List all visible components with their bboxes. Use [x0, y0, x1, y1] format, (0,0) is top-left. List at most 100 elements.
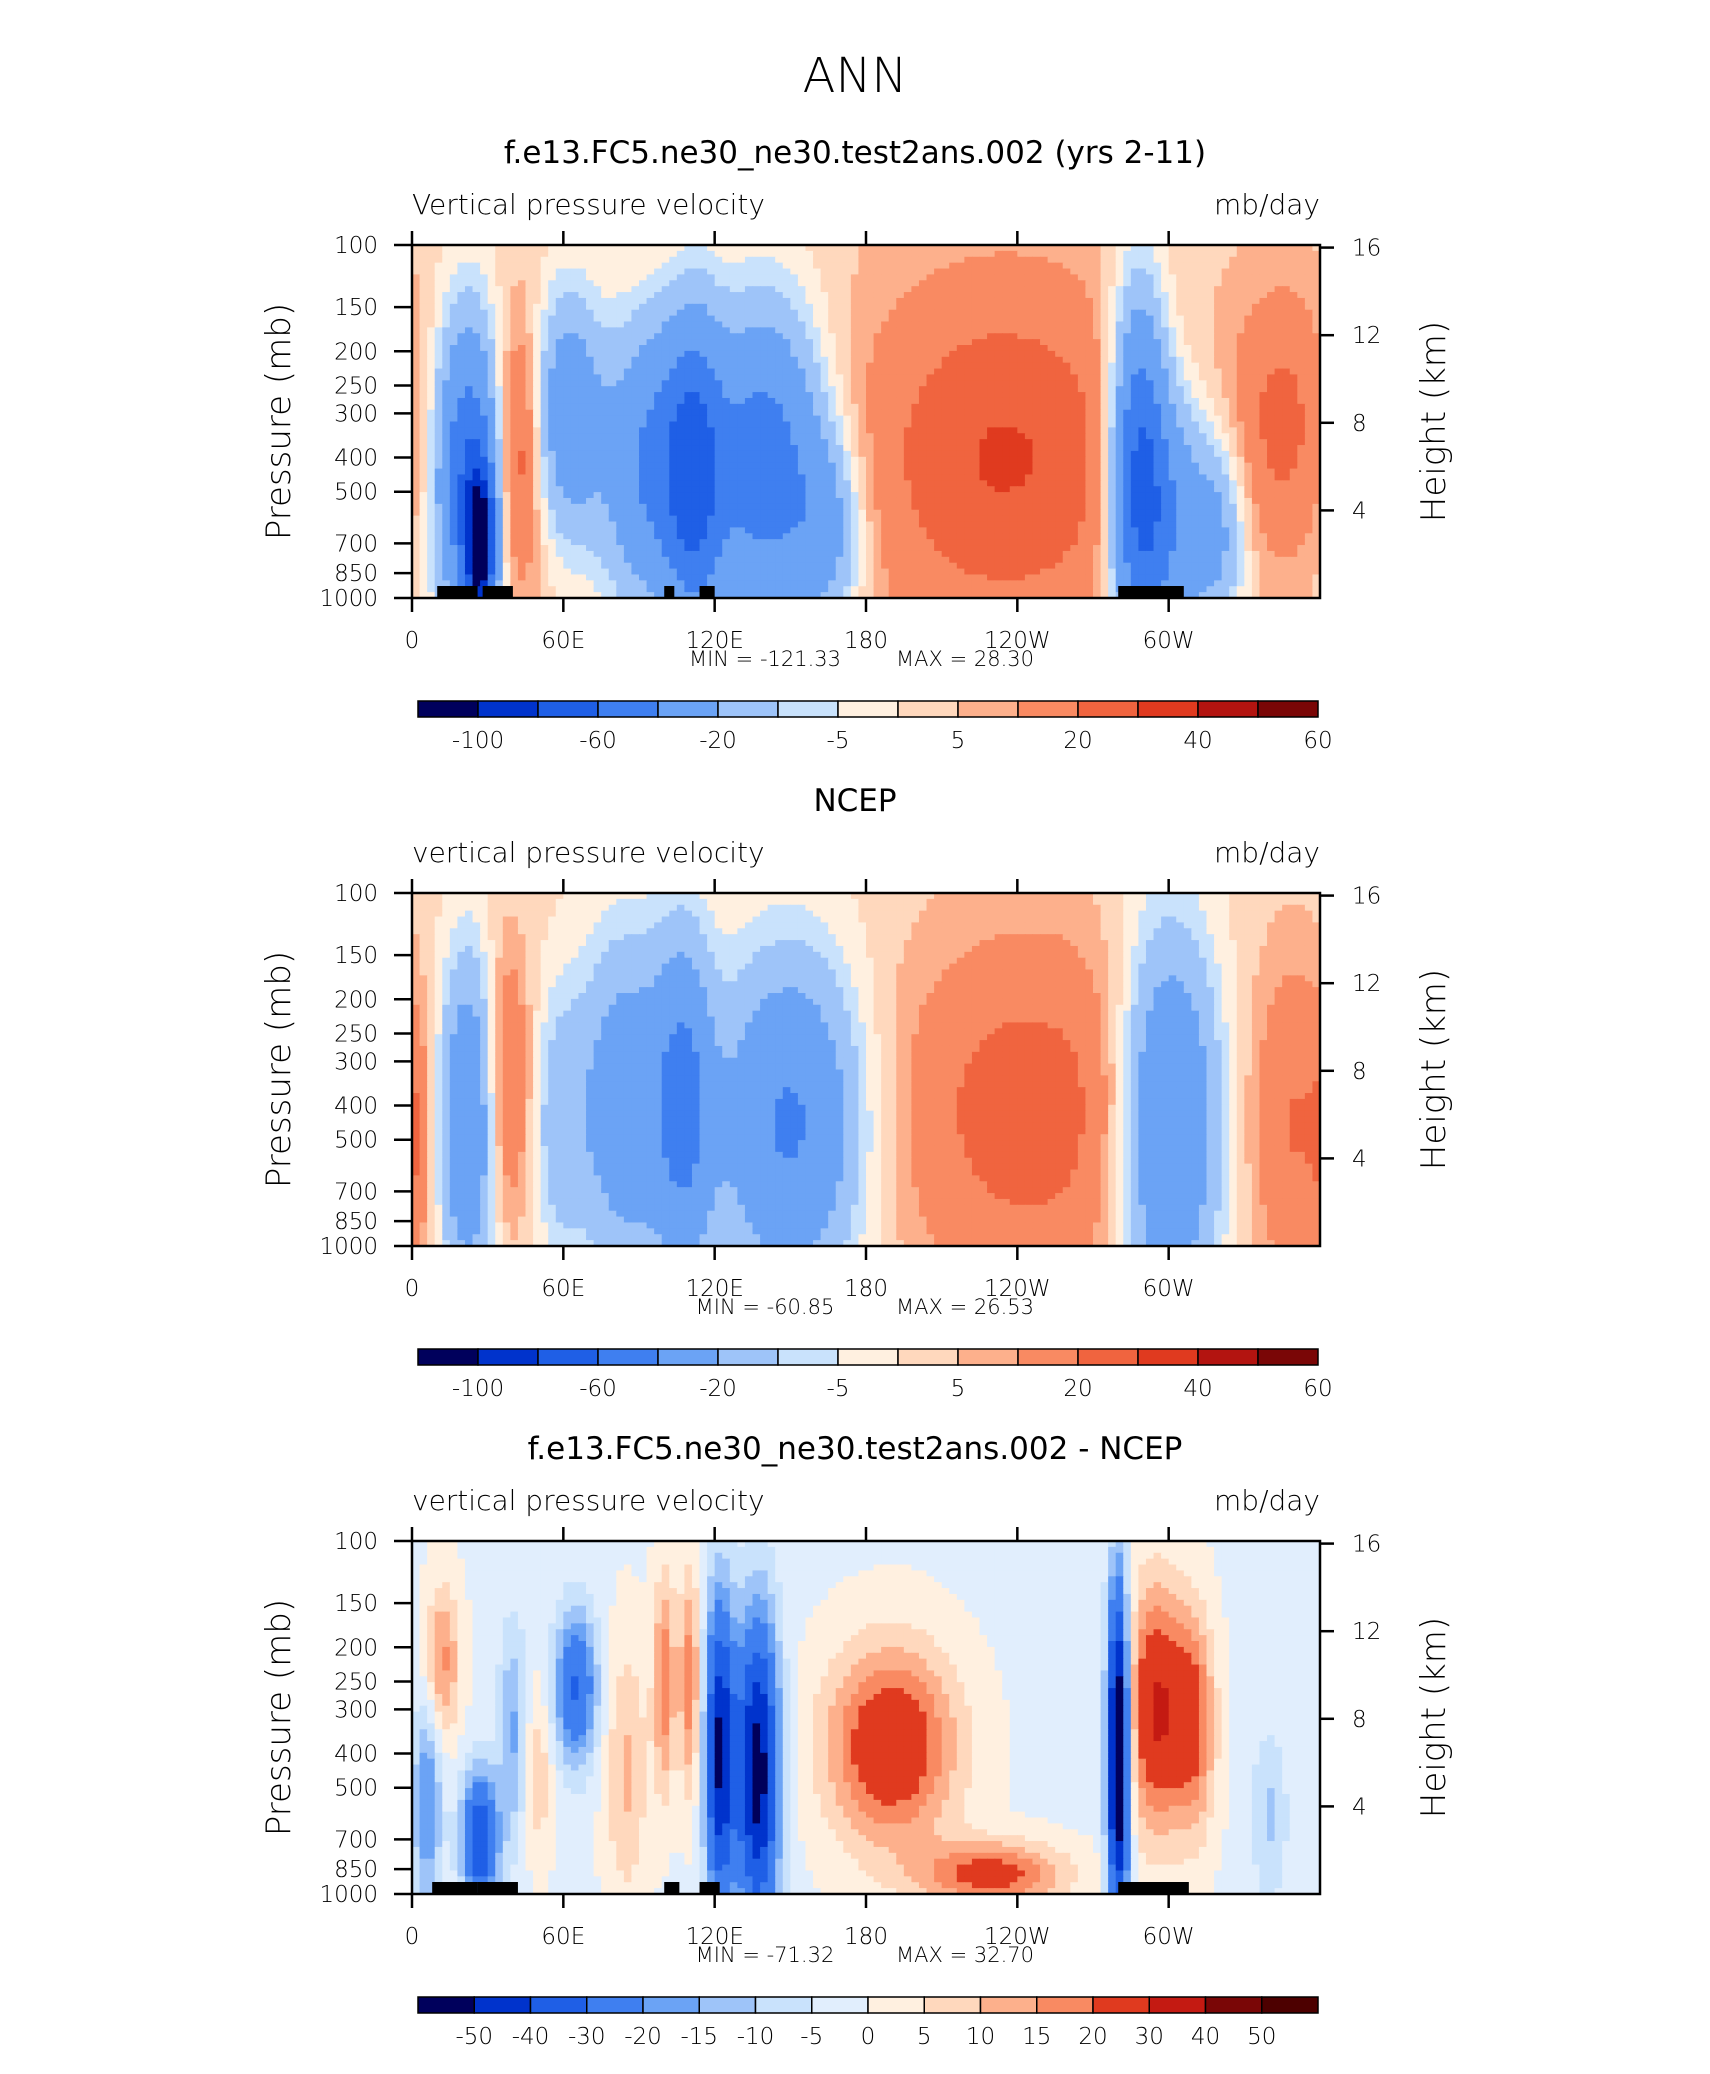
y-tick-label: 400: [334, 1094, 378, 1120]
colorbar-label: 40: [1183, 1376, 1212, 1402]
y-right-tick-label: 12: [1352, 1619, 1381, 1645]
colorbar-label: 40: [1191, 2024, 1220, 2050]
max-label: MAX = 28.30: [896, 647, 1034, 671]
contour-field: [412, 245, 1321, 599]
chart-units: mb/day: [1214, 1484, 1320, 1517]
colorbar-swatch: [981, 1997, 1037, 2013]
y-tick-label: 700: [334, 1827, 378, 1853]
y-tick-label: 150: [334, 1591, 378, 1617]
x-tick-label: 0: [405, 628, 420, 654]
colorbar: -100 -60 -20 -5 5 20 40 60: [418, 701, 1333, 754]
y-tick-label: 250: [334, 373, 378, 399]
y-right-tick-label: 16: [1352, 236, 1381, 262]
colorbar-swatch: [958, 701, 1018, 717]
colorbar-swatch: [1018, 1349, 1078, 1365]
y-right-tick-label: 4: [1352, 498, 1367, 524]
colorbar-swatch: [658, 701, 718, 717]
y-axis-right-label: Height (km): [1414, 1617, 1454, 1818]
y-tick-label: 700: [334, 1179, 378, 1205]
min-label: MIN = -60.85: [696, 1295, 835, 1319]
topography-block: [1118, 586, 1184, 598]
colorbar-label: -5: [827, 1376, 850, 1402]
colorbar-label: -5: [827, 728, 850, 754]
y-right-tick-label: 8: [1352, 1707, 1367, 1733]
colorbar-label: 20: [1063, 728, 1092, 754]
x-tick-label: 0: [405, 1924, 420, 1950]
y-tick-label: 700: [334, 531, 378, 557]
colorbar-label: 60: [1303, 728, 1332, 754]
colorbar-label: 50: [1247, 2024, 1276, 2050]
colorbar-swatch: [418, 1349, 478, 1365]
topography-block: [700, 1882, 720, 1894]
colorbar-label: -10: [737, 2024, 775, 2050]
colorbar-swatch: [1149, 1997, 1205, 2013]
chart-units: mb/day: [1214, 188, 1320, 221]
colorbar-label: 5: [917, 2024, 932, 2050]
colorbar-label: 40: [1183, 728, 1212, 754]
topography-block: [1118, 1882, 1189, 1894]
colorbar-swatch: [1078, 1349, 1138, 1365]
colorbar-swatch: [1138, 1349, 1198, 1365]
topography-block: [432, 1882, 477, 1894]
colorbar-swatch: [838, 1349, 898, 1365]
x-tick-label: 60W: [1143, 628, 1195, 654]
colorbar-label: -60: [579, 1376, 617, 1402]
colorbar-label: 5: [951, 1376, 966, 1402]
y-tick-label: 500: [334, 1128, 378, 1154]
colorbar-swatch: [1138, 701, 1198, 717]
contour-field: [412, 1541, 1321, 1895]
colorbar: -50 -40 -30 -20 -15 -10 -5 0 5 10 15 20 30 40 50: [418, 1997, 1318, 2050]
colorbar-swatch: [1258, 701, 1318, 717]
colorbar-swatch: [643, 1997, 699, 2013]
colorbar-swatch: [658, 1349, 718, 1365]
y-right-tick-label: 12: [1352, 323, 1381, 349]
colorbar-label: 30: [1135, 2024, 1164, 2050]
topography-block: [664, 586, 674, 598]
colorbar-label: -40: [512, 2024, 550, 2050]
y-right-tick-label: 4: [1352, 1146, 1367, 1172]
colorbar-label: -20: [699, 1376, 737, 1402]
y-right-tick-label: 8: [1352, 411, 1367, 437]
y-tick-label: 200: [334, 987, 378, 1013]
x-tick-label: 60W: [1143, 1924, 1195, 1950]
chart-subtitle: vertical pressure velocity: [412, 836, 765, 869]
colorbar-label: -15: [680, 2024, 718, 2050]
colorbar-swatch: [868, 1997, 924, 2013]
x-tick-label: 60E: [541, 1924, 585, 1950]
colorbar-label: 10: [966, 2024, 995, 2050]
chart-title: NCEP: [813, 783, 896, 819]
max-label: MAX = 32.70: [896, 1943, 1034, 1967]
y-tick-label: 400: [334, 1742, 378, 1768]
colorbar-swatch: [538, 1349, 598, 1365]
x-tick-label: 60E: [541, 628, 585, 654]
chart-title: f.e13.FC5.ne30_ne30.test2ans.002 (yrs 2-…: [504, 135, 1206, 171]
y-axis-label: Pressure (mb): [259, 1599, 299, 1836]
colorbar-label: 20: [1063, 1376, 1092, 1402]
colorbar-swatch: [474, 1997, 530, 2013]
chart-subtitle: Vertical pressure velocity: [412, 188, 765, 221]
colorbar-label: -50: [455, 2024, 493, 2050]
x-tick-label: 60W: [1143, 1276, 1195, 1302]
y-tick-label: 850: [334, 1209, 378, 1235]
colorbar-swatch: [1037, 1997, 1093, 2013]
colorbar-label: -20: [699, 728, 737, 754]
topography-block: [437, 586, 477, 598]
contour-field: [412, 893, 1321, 1247]
colorbar-label: 5: [951, 728, 966, 754]
y-tick-label: 1000: [319, 1234, 378, 1260]
y-right-tick-label: 8: [1352, 1059, 1367, 1085]
page-title: ANN: [803, 48, 908, 104]
colorbar-swatch: [778, 701, 838, 717]
colorbar-swatch: [718, 701, 778, 717]
y-tick-label: 200: [334, 1635, 378, 1661]
colorbar-swatch: [898, 1349, 958, 1365]
y-tick-label: 1000: [319, 1882, 378, 1908]
colorbar-label: -60: [579, 728, 617, 754]
min-label: MIN = -71.32: [696, 1943, 835, 1967]
colorbar-swatch: [898, 701, 958, 717]
y-tick-label: 400: [334, 446, 378, 472]
colorbar-label: -5: [800, 2024, 823, 2050]
y-tick-label: 300: [334, 1697, 378, 1723]
y-right-tick-label: 4: [1352, 1794, 1367, 1820]
